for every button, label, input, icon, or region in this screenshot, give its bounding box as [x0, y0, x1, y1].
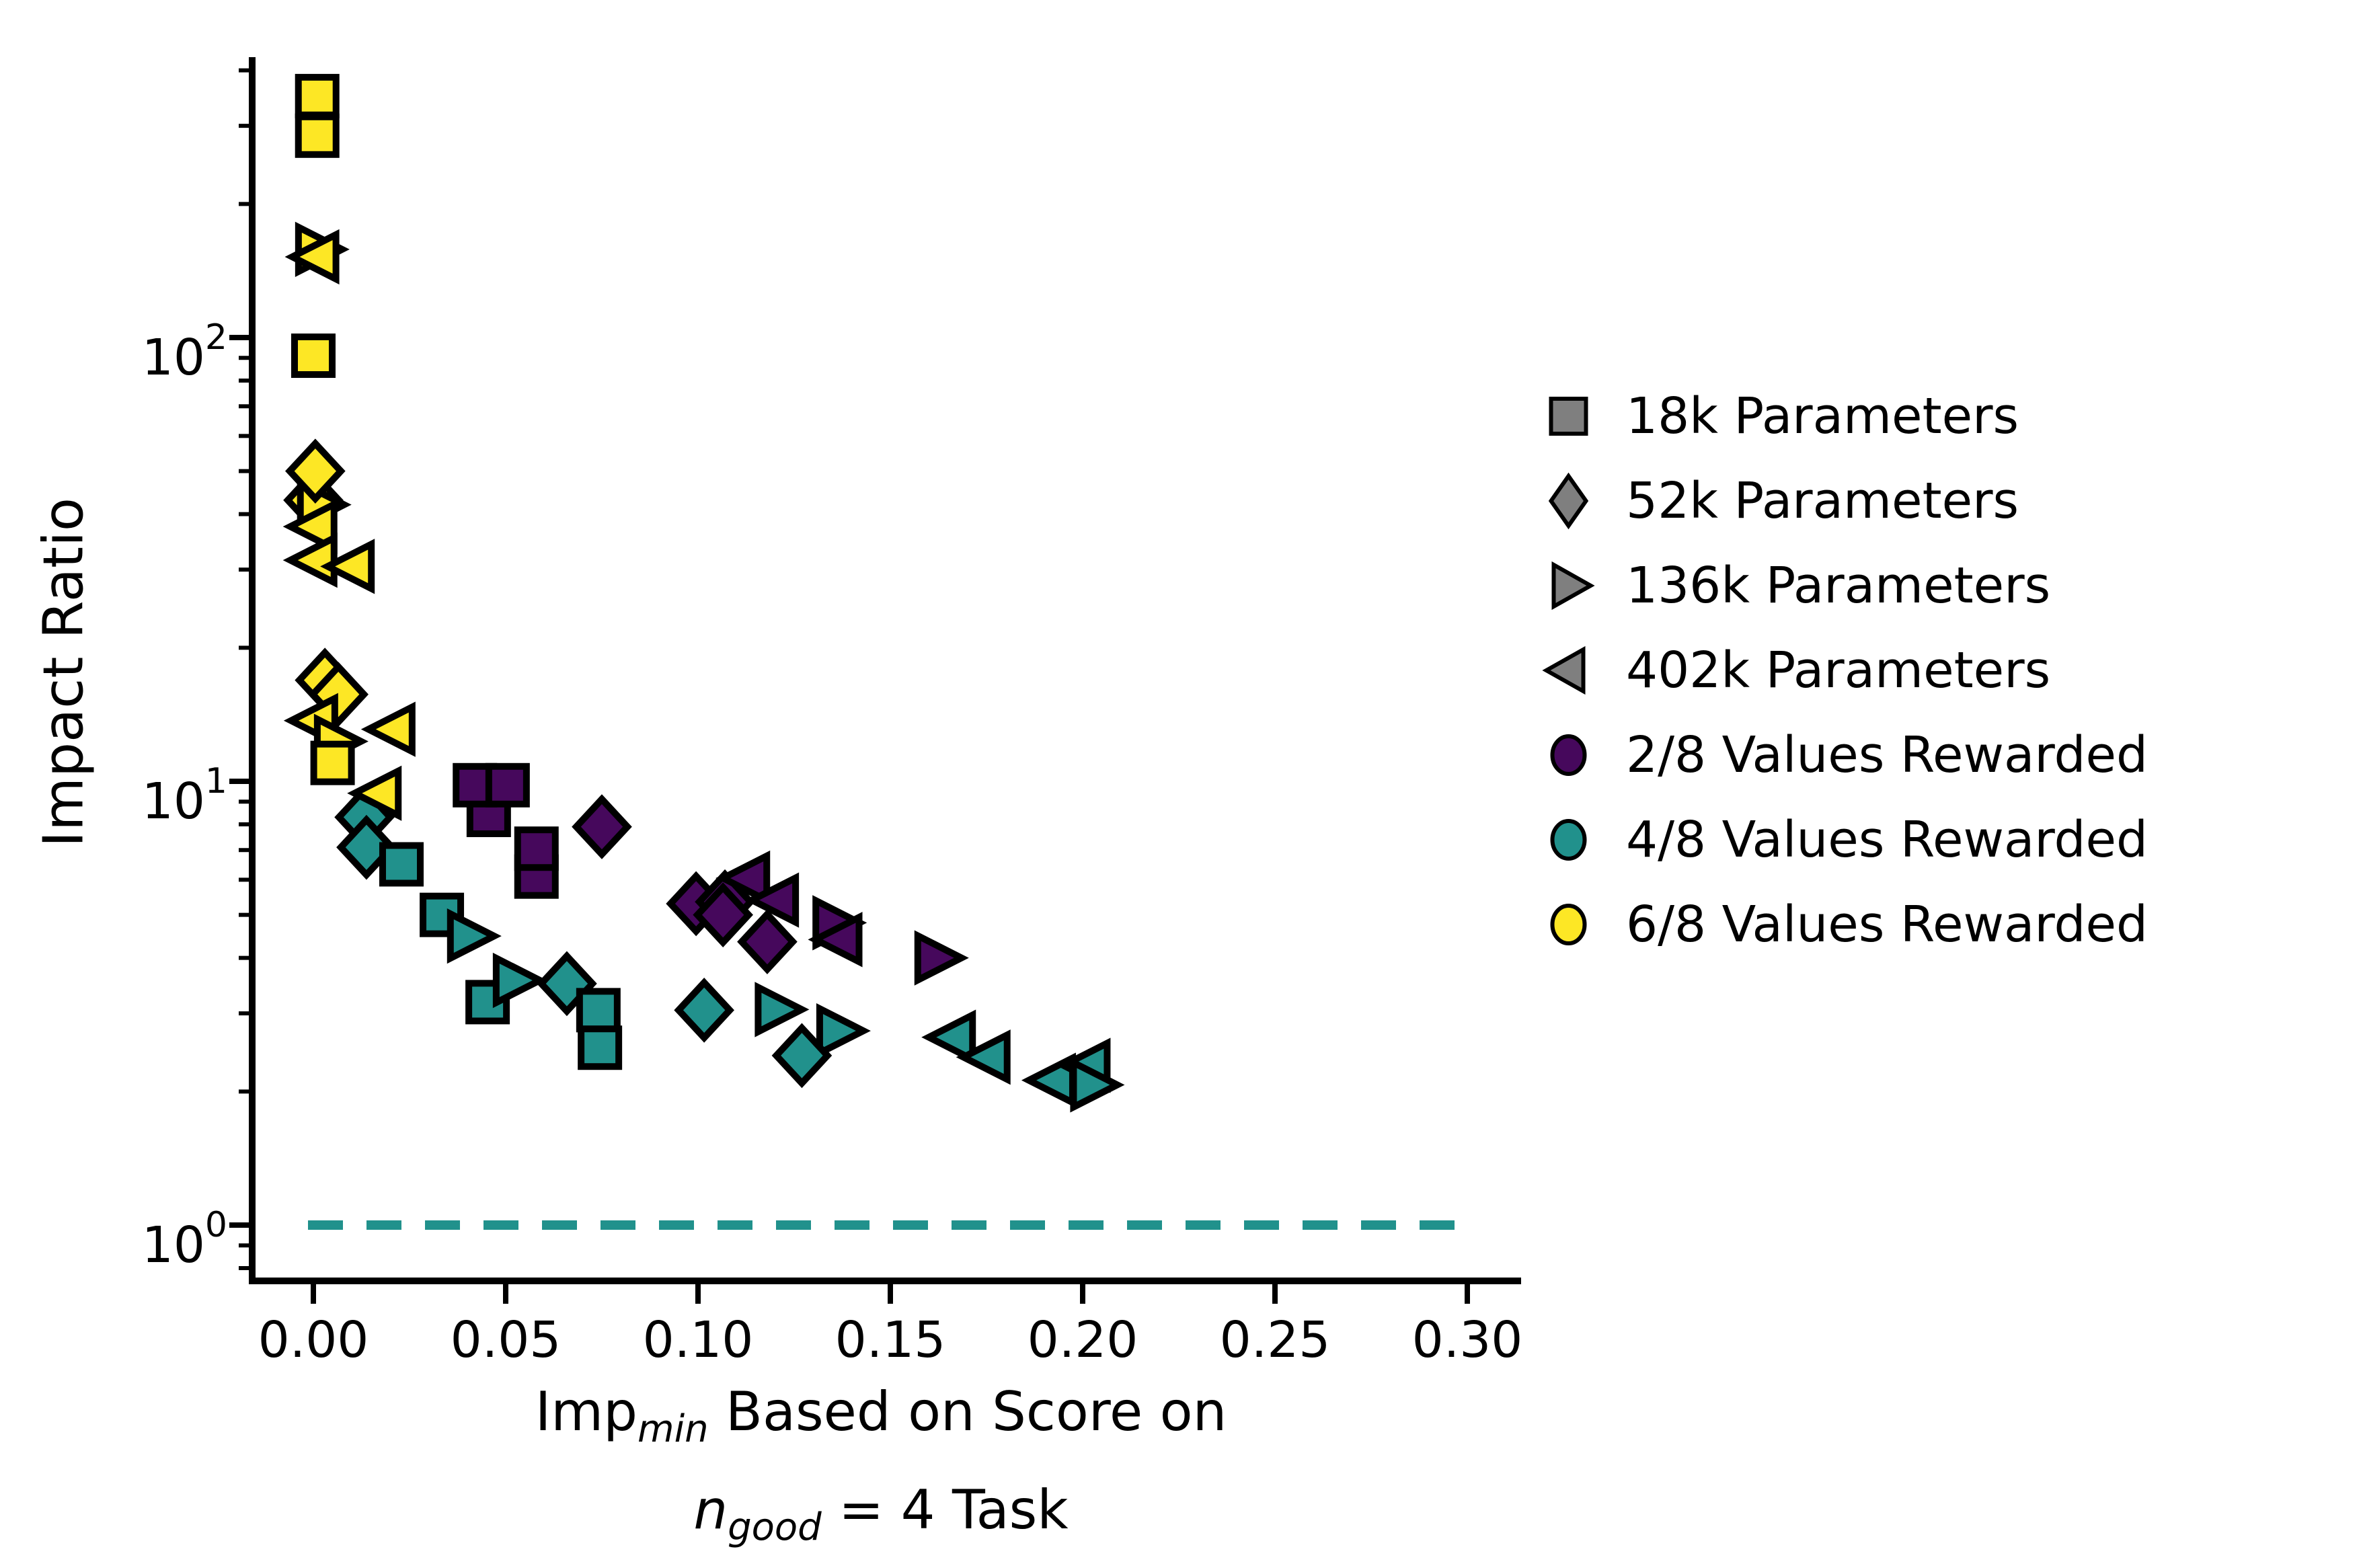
- data-point-diamond: [572, 794, 632, 859]
- data-point-triangle-left: [282, 532, 338, 588]
- data-point-square: [578, 1025, 623, 1070]
- data-point-triangle-right: [492, 952, 547, 1009]
- data-point-diamond: [693, 882, 753, 948]
- circle-marker-icon: [1550, 904, 1587, 945]
- data-point-triangle-left: [715, 850, 771, 906]
- legend-label: 2/8 Values Rewarded: [1626, 726, 2148, 784]
- data-point-square: [295, 113, 340, 158]
- y-tick-label-1: 100: [141, 1205, 227, 1274]
- legend-item-136k-parameters: 136k Parameters: [1537, 543, 2148, 628]
- data-point-triangle-right: [816, 1003, 871, 1059]
- data-point-triangle-left: [360, 701, 416, 757]
- data-point-diamond: [336, 814, 397, 880]
- x-axis-title-line2: ngood = 4 Task: [693, 1479, 1069, 1549]
- data-point-triangle-left: [921, 1009, 976, 1065]
- x-tick-label: 0.10: [642, 1311, 754, 1369]
- data-point-triangle-left: [808, 912, 863, 968]
- y-tick-label-10: 101: [141, 761, 227, 830]
- data-point-triangle-left: [320, 539, 375, 594]
- x-tick-label: 0.00: [258, 1311, 369, 1369]
- data-point-diamond: [737, 909, 798, 974]
- data-point-triangle-left: [347, 765, 402, 821]
- x-tick-label: 0.25: [1219, 1311, 1331, 1369]
- data-point-diamond: [771, 1023, 833, 1089]
- data-point-triangle-left: [956, 1029, 1011, 1085]
- data-point-triangle-right: [447, 908, 502, 964]
- circle-marker-icon: [1550, 819, 1587, 861]
- data-point-square: [291, 334, 336, 379]
- legend-item-18k-parameters: 18k Parameters: [1537, 374, 2148, 459]
- data-point-square: [485, 762, 530, 808]
- data-point-triangle-right: [754, 982, 810, 1037]
- data-point-diamond: [674, 978, 734, 1043]
- data-point-diamond: [285, 438, 346, 504]
- data-point-triangle-left: [744, 872, 800, 928]
- x-axis-title: Impmin Based on Score on ngood = 4 Task: [410, 1372, 1352, 1568]
- legend-item-4-8-values-rewarded: 4/8 Values Rewarded: [1537, 797, 2148, 882]
- data-point-square: [310, 740, 355, 785]
- legend: 18k Parameters 52k Parameters 136k Param…: [1537, 374, 2148, 967]
- legend-label: 18k Parameters: [1626, 387, 2019, 445]
- legend-label: 136k Parameters: [1626, 557, 2051, 615]
- data-point-triangle-left: [282, 498, 338, 555]
- y-axis-title: Impact Ratio: [32, 497, 96, 848]
- x-tick-label: 0.05: [450, 1311, 562, 1369]
- legend-item-52k-parameters: 52k Parameters: [1537, 459, 2148, 543]
- legend-label: 402k Parameters: [1626, 641, 2051, 699]
- square-marker-icon: [1549, 397, 1588, 436]
- legend-label: 52k Parameters: [1626, 472, 2019, 530]
- x-tick-label: 0.20: [1027, 1311, 1138, 1369]
- triangle-left-marker-icon: [1542, 645, 1586, 695]
- data-point-square: [514, 826, 559, 871]
- x-axis-title-line1: Impmin Based on Score on: [535, 1380, 1227, 1451]
- data-point-square: [379, 842, 424, 887]
- x-tick-label: 0.15: [835, 1311, 946, 1369]
- x-tick-label: 0.30: [1411, 1311, 1523, 1369]
- legend-item-6-8-values-rewarded: 6/8 Values Rewarded: [1537, 882, 2148, 967]
- data-point-square: [576, 988, 621, 1033]
- data-point-triangle-right: [1070, 1057, 1125, 1113]
- legend-item-402k-parameters: 402k Parameters: [1537, 628, 2148, 713]
- data-point-triangle-right: [914, 930, 969, 986]
- circle-marker-icon: [1550, 734, 1587, 776]
- data-point-square: [295, 73, 340, 118]
- y-tick-label-100: 102: [141, 317, 227, 387]
- diamond-marker-icon: [1548, 472, 1589, 530]
- triangle-right-marker-icon: [1551, 561, 1595, 611]
- legend-item-2-8-values-rewarded: 2/8 Values Rewarded: [1537, 713, 2148, 797]
- legend-label: 6/8 Values Rewarded: [1626, 896, 2148, 953]
- legend-label: 4/8 Values Rewarded: [1626, 811, 2148, 869]
- data-point-triangle-left: [284, 229, 340, 285]
